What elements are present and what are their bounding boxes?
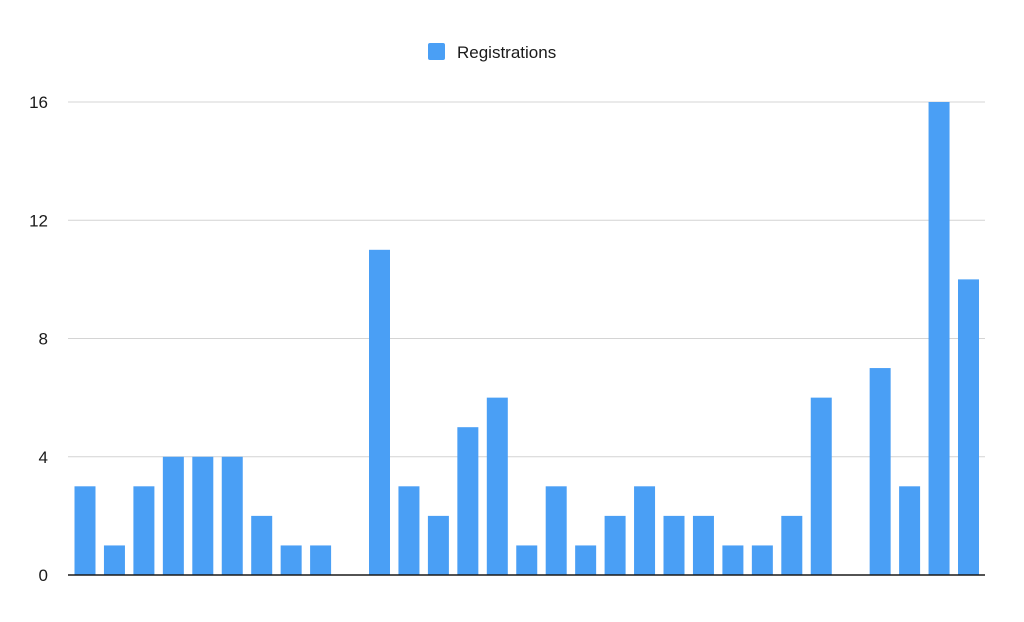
y-axis: 0 4 8 12 16: [29, 93, 48, 585]
bar-15: [486, 397, 508, 576]
legend-swatch: [428, 43, 445, 60]
bars: [74, 102, 979, 576]
bar-16: [516, 545, 538, 575]
y-tick-label: 16: [29, 93, 48, 112]
bar-20: [634, 486, 656, 575]
bar-29: [899, 486, 921, 575]
bar-12: [398, 486, 420, 575]
bar-30: [928, 102, 950, 575]
gridlines: [68, 101, 985, 458]
bar-3: [133, 486, 155, 575]
y-tick-label: 8: [39, 330, 48, 349]
bar-22: [692, 515, 714, 576]
bar-23: [722, 545, 744, 575]
bar-28: [869, 368, 891, 575]
bar-1: [74, 486, 96, 575]
bar-5: [192, 456, 214, 575]
bar-7: [251, 515, 273, 576]
y-tick-label: 4: [39, 448, 48, 467]
bar-18: [575, 545, 597, 575]
bar-26: [810, 397, 832, 576]
bar-4: [162, 456, 184, 575]
bar-21: [663, 515, 685, 576]
bar-25: [781, 515, 803, 576]
legend-label: Registrations: [457, 43, 556, 62]
y-tick-label: 12: [29, 211, 48, 230]
bar-8: [280, 545, 302, 575]
bar-19: [604, 515, 626, 576]
bar-24: [751, 545, 773, 575]
bar-31: [958, 279, 979, 576]
bar-14: [457, 427, 479, 575]
bar-17: [545, 486, 567, 575]
legend: Registrations: [428, 43, 556, 62]
bar-9: [310, 545, 332, 575]
y-tick-label: 0: [39, 566, 48, 585]
bar-6: [221, 456, 243, 575]
bar-13: [427, 515, 449, 576]
bar-2: [103, 545, 125, 575]
bar-11: [369, 249, 390, 575]
